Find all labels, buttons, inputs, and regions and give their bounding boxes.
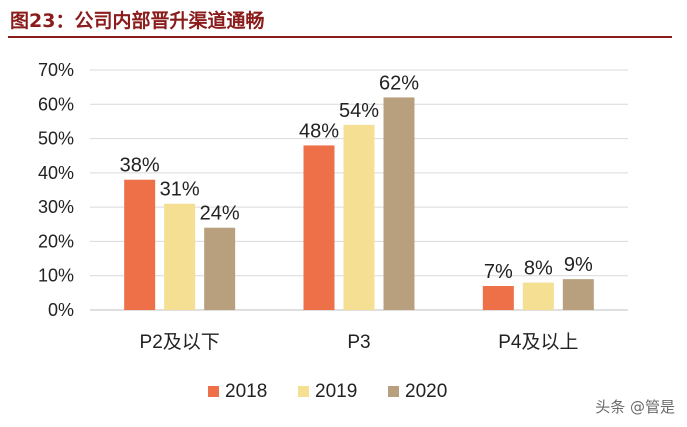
legend-label: 2020 xyxy=(405,381,447,402)
data-label: 8% xyxy=(524,258,553,280)
bar-2018-0 xyxy=(124,179,156,310)
data-label: 31% xyxy=(160,179,200,201)
bar-2019-0 xyxy=(164,203,196,310)
y-tick-label: 50% xyxy=(38,129,74,149)
bar-2020-2 xyxy=(562,279,594,310)
data-label: 24% xyxy=(200,203,240,225)
title-rule xyxy=(8,36,672,38)
data-label: 54% xyxy=(339,100,379,122)
data-label: 48% xyxy=(299,120,339,142)
data-label: 7% xyxy=(484,261,513,283)
legend-swatch-2018 xyxy=(208,386,219,397)
legend-swatch-2020 xyxy=(388,386,399,397)
bar-2018-2 xyxy=(482,286,514,310)
y-tick-label: 0% xyxy=(48,300,74,320)
legend-label: 2018 xyxy=(225,381,267,402)
bar-2020-0 xyxy=(204,227,236,310)
y-tick-label: 20% xyxy=(38,231,74,251)
legend-swatch-2019 xyxy=(298,386,309,397)
y-tick-label: 30% xyxy=(38,197,74,217)
x-tick-label: P4及以上 xyxy=(498,331,578,353)
y-tick-label: 60% xyxy=(38,94,74,114)
watermark: 头条 @管是 xyxy=(595,398,675,416)
x-tick-label: P2及以下 xyxy=(140,332,220,353)
bar-2020-1 xyxy=(383,97,415,310)
bar-2019-1 xyxy=(343,124,375,310)
bar-2018-1 xyxy=(303,145,335,310)
y-tick-label: 10% xyxy=(38,266,74,286)
data-label: 62% xyxy=(379,72,419,94)
x-tick-label: P3 xyxy=(347,332,370,353)
data-label: 9% xyxy=(564,254,593,276)
legend-label: 2019 xyxy=(315,381,357,402)
y-tick-label: 40% xyxy=(38,163,74,183)
bar-2019-2 xyxy=(522,282,554,310)
y-tick-label: 70% xyxy=(38,60,74,80)
data-label: 38% xyxy=(120,155,160,177)
chart-title: 图23：公司内部晋升渠道通畅 xyxy=(10,10,265,32)
